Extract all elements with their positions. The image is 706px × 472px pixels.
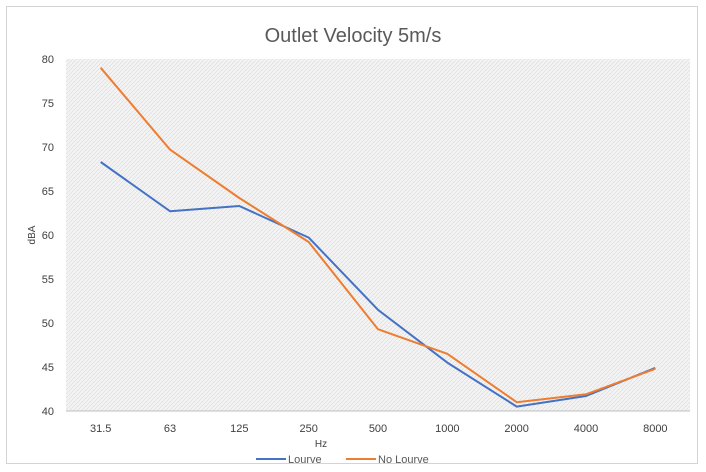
y-tick-label: 70 [42, 142, 54, 154]
y-tick-label: 75 [42, 98, 54, 110]
y-tick-label: 45 [42, 362, 54, 374]
x-tick-label: 31.5 [90, 423, 111, 435]
y-tick-label: 50 [42, 318, 54, 330]
x-tick-label: 125 [230, 423, 248, 435]
x-axis-ticks: 31.5 63 125 250 500 1000 2000 4000 8000 [90, 423, 668, 435]
x-tick-label: 250 [299, 423, 317, 435]
y-axis-label: dBA [27, 225, 38, 244]
chart-title: Outlet Velocity 5m/s [265, 25, 442, 47]
x-tick-label: 500 [369, 423, 387, 435]
series-line-no-lourve [99, 67, 656, 404]
x-tick-label: 8000 [643, 423, 667, 435]
x-axis-label: Hz [315, 439, 327, 450]
x-tick-label: 1000 [435, 423, 459, 435]
y-axis-ticks: 40 45 50 55 60 65 70 75 80 [42, 54, 54, 418]
y-tick-label: 60 [42, 230, 54, 242]
x-tick-label: 2000 [504, 423, 528, 435]
series-line-lourve [100, 161, 656, 408]
x-tick-label: 4000 [574, 423, 598, 435]
legend-label-lourve: Lourve [288, 454, 322, 466]
x-tick-label: 63 [164, 423, 176, 435]
y-tick-label: 80 [42, 54, 54, 66]
y-tick-label: 40 [42, 406, 54, 418]
y-tick-label: 65 [42, 186, 54, 198]
legend: Lourve No Lourve [256, 454, 429, 466]
legend-label-no-lourve: No Lourve [378, 454, 429, 466]
plot-area [66, 59, 690, 411]
series-lines [99, 67, 656, 408]
y-tick-label: 55 [42, 274, 54, 286]
